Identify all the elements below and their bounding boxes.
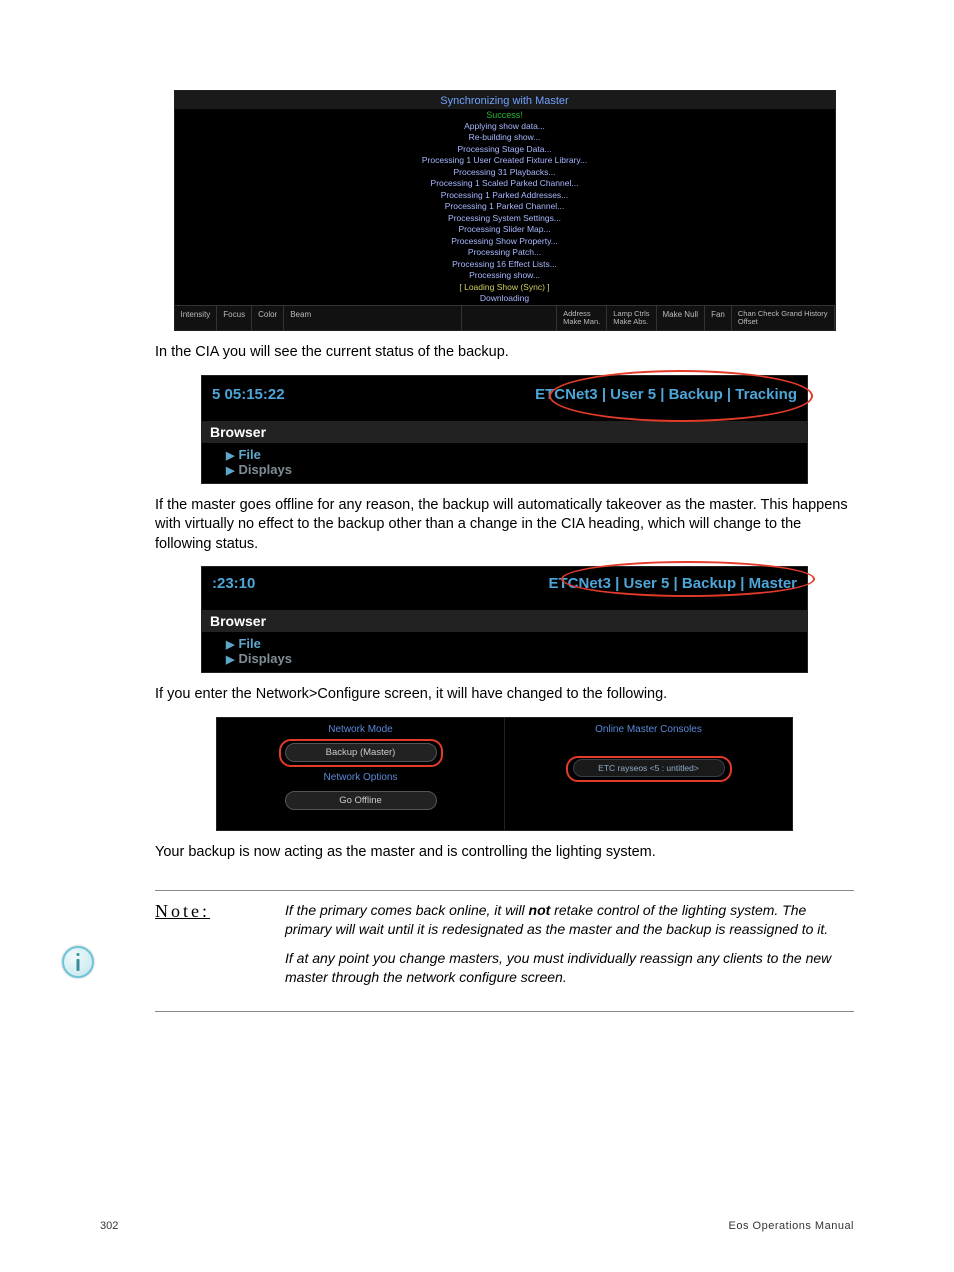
expand-icon: ▶ xyxy=(226,639,234,651)
browser-header: Browser xyxy=(202,610,807,632)
sync-line: Processing 31 Playbacks... xyxy=(175,167,835,178)
manual-title: Eos Operations Manual xyxy=(729,1220,854,1232)
sync-line: Processing show... xyxy=(175,270,835,281)
sync-line: Processing Slider Map... xyxy=(175,224,835,235)
cia-status-screenshot-1: 5 05:15:22 ETCNet3 | User 5 | Backup | T… xyxy=(201,375,808,484)
network-config-screenshot: Network Mode Backup (Master) Network Opt… xyxy=(216,717,793,831)
expand-icon: ▶ xyxy=(226,654,234,666)
network-right-column: Online Master Consoles ETC rayseos <5 : … xyxy=(505,718,792,830)
sync-screenshot: Synchronizing with Master Success! Apply… xyxy=(174,90,836,331)
online-console-pill: ETC rayseos <5 : untitled> xyxy=(573,759,725,777)
sync-line: Applying show data... xyxy=(175,121,835,132)
footer-tab-address: Address Make Man. xyxy=(557,306,607,331)
sync-line: Processing 1 User Created Fixture Librar… xyxy=(175,155,835,166)
sync-line: Processing System Settings... xyxy=(175,213,835,224)
expand-icon: ▶ xyxy=(226,465,234,477)
footer-tab-beam: Beam xyxy=(284,306,462,331)
footer-tab-fan: Fan xyxy=(705,306,732,331)
tree-file: File xyxy=(238,447,260,462)
footer-tab-makenull: Make Null xyxy=(657,306,706,331)
tree-displays: Displays xyxy=(238,651,291,666)
cia-time: 5 05:15:22 xyxy=(212,386,285,403)
paragraph-1: In the CIA you will see the current stat… xyxy=(155,343,854,363)
browser-header: Browser xyxy=(202,421,807,443)
tree-displays: Displays xyxy=(238,462,291,477)
note-body: If the primary comes back online, it wil… xyxy=(285,901,854,997)
page-footer: 302 Eos Operations Manual xyxy=(100,1220,854,1232)
backup-master-pill: Backup (Master) xyxy=(285,743,437,762)
sync-line: Processing 1 Parked Addresses... xyxy=(175,190,835,201)
sync-downloading-line: Downloading xyxy=(175,293,835,304)
footer-tab-color: Color xyxy=(252,306,284,331)
network-options-heading: Network Options xyxy=(227,772,494,783)
online-masters-heading: Online Master Consoles xyxy=(515,724,782,735)
expand-icon: ▶ xyxy=(226,450,234,462)
network-left-column: Network Mode Backup (Master) Network Opt… xyxy=(217,718,505,830)
paragraph-3: If you enter the Network>Configure scree… xyxy=(155,685,854,705)
note-paragraph-2: If at any point you change masters, you … xyxy=(285,949,854,987)
sync-line: Processing 16 Effect Lists... xyxy=(175,259,835,270)
paragraph-2: If the master goes offline for any reaso… xyxy=(155,496,854,555)
sync-line: Processing Stage Data... xyxy=(175,144,835,155)
footer-tab-intensity: Intensity xyxy=(175,306,218,331)
info-icon xyxy=(62,946,94,978)
sync-line: Processing 1 Scaled Parked Channel... xyxy=(175,178,835,189)
cia-status-text: ETCNet3 | User 5 | Backup | Tracking xyxy=(535,386,797,403)
cia-status-screenshot-2: :23:10 ETCNet3 | User 5 | Backup | Maste… xyxy=(201,566,808,673)
go-offline-pill: Go Offline xyxy=(285,791,437,810)
sync-log-lines: Applying show data... Re-building show..… xyxy=(175,121,835,305)
page-number: 302 xyxy=(100,1220,118,1232)
browser-tree: ▶ File ▶ Displays xyxy=(212,632,797,666)
network-mode-heading: Network Mode xyxy=(227,724,494,735)
sync-title: Synchronizing with Master xyxy=(175,91,835,109)
footer-tab-focus: Focus xyxy=(217,306,252,331)
sync-success: Success! xyxy=(175,109,835,121)
browser-tree: ▶ File ▶ Displays xyxy=(212,443,797,477)
tree-file: File xyxy=(238,636,260,651)
sync-line: Processing 1 Parked Channel... xyxy=(175,201,835,212)
sync-loading-line: [ Loading Show (Sync) ] xyxy=(175,282,835,293)
sync-line: Re-building show... xyxy=(175,132,835,143)
footer-tab-lampctrls: Lamp Ctrls Make Abs. xyxy=(607,306,656,331)
footer-tab-chancheck: Chan Check Grand History Offset xyxy=(732,306,835,331)
note-paragraph-1: If the primary comes back online, it wil… xyxy=(285,901,854,939)
note-block: Note: If the primary comes back online, … xyxy=(155,890,854,1012)
paragraph-4: Your backup is now acting as the master … xyxy=(155,843,854,863)
sync-line: Processing Show Property... xyxy=(175,236,835,247)
sync-line: Processing Patch... xyxy=(175,247,835,258)
cia-time: :23:10 xyxy=(212,575,255,592)
cia-status-text: ETCNet3 | User 5 | Backup | Master xyxy=(548,575,797,592)
note-label: Note: xyxy=(155,901,255,997)
sync-footer-tabs: Intensity Focus Color Beam Address Make … xyxy=(175,305,835,331)
